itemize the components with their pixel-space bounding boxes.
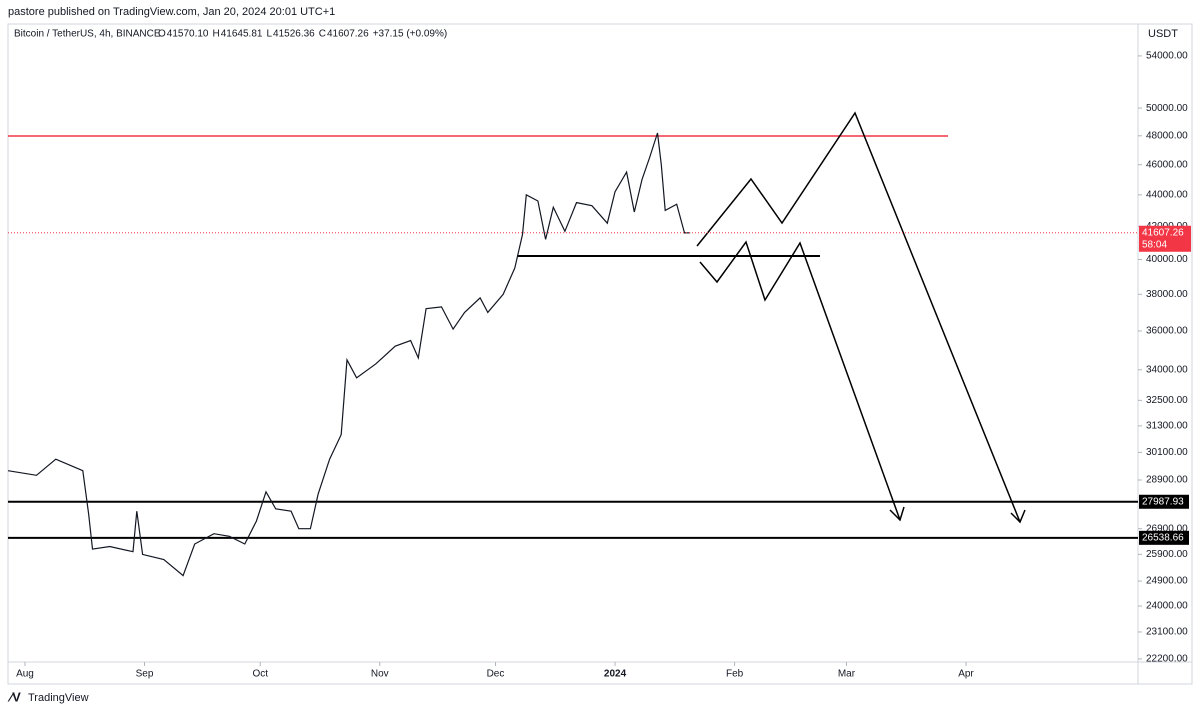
y-tick-label: 24900.00 (1146, 576, 1188, 587)
y-tick-label: 38000.00 (1146, 289, 1188, 300)
y-tick-label: 54000.00 (1146, 51, 1188, 62)
level-label: 27987.93 (1142, 496, 1184, 507)
ohlc-label: L (266, 29, 272, 40)
projection-path (699, 240, 901, 521)
ohlc-label: C (319, 29, 326, 40)
arrow-head (1010, 509, 1026, 524)
footer: ⁄V TradingView (7, 689, 89, 704)
arrow-head (889, 506, 905, 522)
ohlc-value: 41607.26 (327, 29, 369, 40)
y-tick-label: 40000.00 (1146, 254, 1188, 265)
logo-mark: ⁄V (7, 689, 21, 704)
ohlc-value: 41526.36 (273, 29, 315, 40)
symbol-title: Bitcoin / TetherUS, 4h, BINANCE (14, 29, 161, 40)
y-tick-label: 36000.00 (1146, 326, 1188, 337)
x-tick-label: 2024 (604, 669, 627, 680)
y-tick-label: 31300.00 (1146, 421, 1188, 432)
y-tick-label: 24000.00 (1146, 601, 1188, 612)
x-tick-label: Nov (371, 669, 389, 680)
level-label: 26538.66 (1142, 532, 1184, 543)
x-tick-label: Mar (838, 669, 856, 680)
y-tick-label: 46000.00 (1146, 159, 1188, 170)
x-tick-label: Feb (726, 669, 744, 680)
y-tick-label: 50000.00 (1146, 103, 1188, 114)
change: +37.15 (+0.09%) (373, 29, 448, 40)
y-axis-title: USDT (1148, 28, 1178, 40)
level-tag (1139, 530, 1189, 545)
y-tick-label: 25900.00 (1146, 549, 1188, 560)
ohlc-value: 41570.10 (167, 29, 209, 40)
y-tick-label: 23100.00 (1146, 627, 1188, 638)
x-tick-label: Dec (487, 669, 505, 680)
publisher: pastore published on TradingView.com, Ja… (8, 6, 335, 18)
brand: TradingView (28, 692, 89, 704)
ohlc-value: 41645.81 (221, 29, 263, 40)
price-line (7, 132, 691, 577)
y-tick-label: 26900.00 (1146, 523, 1188, 534)
level-tag (1139, 494, 1189, 509)
y-tick-label: 22200.00 (1146, 654, 1188, 665)
projection-path (696, 111, 1021, 523)
x-tick-label: Aug (16, 669, 34, 680)
x-tick-label: Oct (252, 669, 268, 680)
price-tag-value: 41607.26 (1142, 227, 1184, 238)
y-tick-label: 48000.00 (1146, 130, 1188, 141)
price-tag (1139, 225, 1191, 252)
x-tick-label: Sep (136, 669, 154, 680)
countdown: 58:04 (1142, 239, 1167, 250)
ohlc-label: H (213, 29, 220, 40)
x-tick-label: Apr (958, 669, 974, 680)
y-tick-label: 32500.00 (1146, 395, 1188, 406)
y-tick-label: 44000.00 (1146, 189, 1188, 200)
legend: Bitcoin / TetherUS, 4h, BINANCE O 41570.1… (14, 29, 447, 40)
y-tick-label: 28900.00 (1146, 475, 1188, 486)
y-tick-label: 34000.00 (1146, 364, 1188, 375)
y-tick-label: 30100.00 (1146, 447, 1188, 458)
frame (7, 23, 1193, 685)
ohlc-label: O (158, 29, 166, 40)
